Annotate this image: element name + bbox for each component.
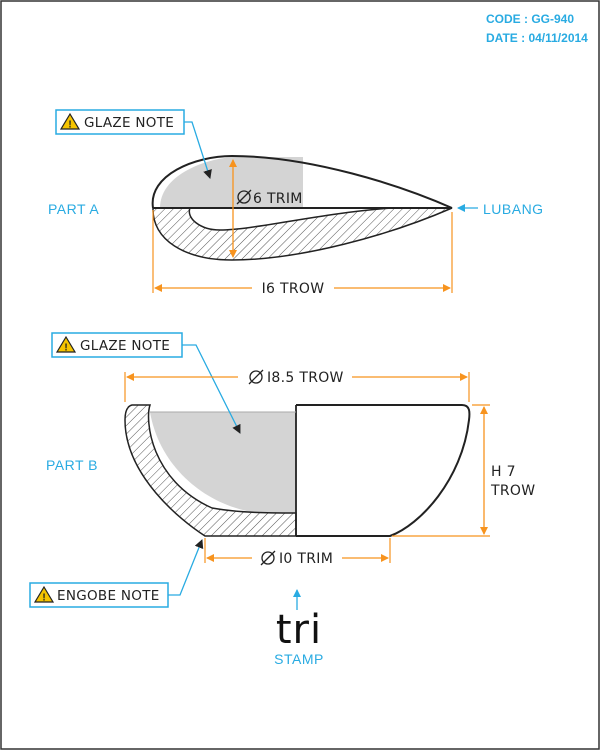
part-a-glaze-note: ! GLAZE NOTE (55, 109, 212, 179)
engobe-note: ! ENGOBE NOTE (29, 539, 204, 608)
height-dim-text: H 7 (491, 464, 516, 480)
spout-label: LUBANG (483, 201, 544, 217)
glaze-note-leader (184, 121, 212, 179)
height-dim-text-unit: TROW (490, 483, 535, 499)
part-b-outline (296, 404, 471, 537)
engobe-note-text: ENGOBE NOTE (57, 588, 160, 604)
part-a-label: PART A (48, 201, 99, 217)
warning-icon (55, 335, 77, 353)
stamp-mark: tri (276, 607, 322, 653)
drawing-date: DATE : 04/11/2014 (486, 31, 588, 45)
engobe-note-leader (168, 539, 204, 596)
diameter-symbol-icon (248, 369, 264, 385)
glaze-note-box (55, 109, 185, 135)
engobe-note-box (29, 582, 169, 608)
glaze-note-text: GLAZE NOTE (80, 338, 170, 354)
foot-dim-text: I0 TRIM (279, 551, 333, 567)
part-b-view (124, 404, 471, 537)
part-a-section (152, 207, 453, 261)
svg-text:!: ! (42, 593, 45, 604)
part-a-view (151, 154, 453, 261)
svg-text:!: ! (64, 343, 67, 354)
rim-dim-text: I8.5 TROW (267, 370, 344, 386)
part-a-length-text: I6 TROW (262, 281, 325, 297)
diameter-symbol-icon (260, 550, 276, 566)
part-b-glaze-note: ! GLAZE NOTE (51, 332, 241, 434)
warning-icon (59, 112, 81, 130)
diameter-symbol-icon (236, 189, 252, 205)
svg-text:!: ! (68, 120, 71, 131)
glaze-note-text: GLAZE NOTE (84, 115, 174, 131)
part-a-diameter-text: 6 TRIM (253, 191, 303, 207)
glaze-note-leader (182, 344, 241, 434)
drawing-code: CODE : GG-940 (486, 12, 574, 26)
stamp-label: STAMP (274, 651, 324, 667)
part-b-glaze-area (150, 412, 296, 513)
part-b-label: PART B (46, 457, 98, 473)
part-a-outline (151, 154, 453, 209)
warning-icon (33, 585, 55, 603)
